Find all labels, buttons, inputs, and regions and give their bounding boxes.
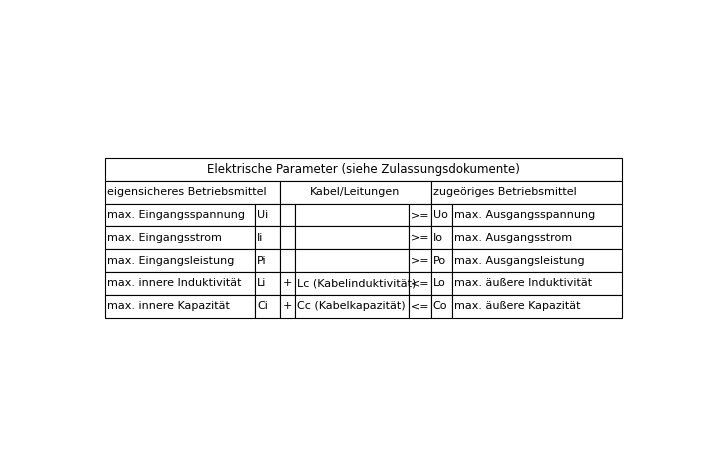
Text: max. Eingangsleistung: max. Eingangsleistung [107, 256, 235, 266]
Text: max. äußere Kapazität: max. äußere Kapazität [454, 301, 581, 311]
Bar [430, 227, 452, 249]
Text: Elektrische Parameter (siehe Zulassungsdokumente): Elektrische Parameter (siehe Zulassungsd… [207, 163, 520, 176]
Bar [452, 295, 622, 317]
Bar [430, 272, 452, 295]
Bar [295, 272, 409, 295]
Bar [255, 295, 279, 317]
Bar [295, 203, 409, 227]
Text: Uo: Uo [432, 210, 447, 220]
Text: >=: >= [411, 256, 430, 266]
Bar [452, 203, 622, 227]
Bar [430, 295, 452, 317]
Text: zugeöriges Betriebsmittel: zugeöriges Betriebsmittel [432, 187, 576, 197]
Text: <=: <= [411, 278, 430, 288]
Bar [295, 295, 409, 317]
Text: max. innere Kapazität: max. innere Kapazität [107, 301, 230, 311]
Text: Ui: Ui [257, 210, 268, 220]
Text: max. Eingangsspannung: max. Eingangsspannung [107, 210, 245, 220]
Text: max. Ausgangsspannung: max. Ausgangsspannung [454, 210, 596, 220]
Text: Io: Io [432, 233, 442, 243]
Bar [255, 272, 279, 295]
Text: max. äußere Induktivität: max. äußere Induktivität [454, 278, 593, 288]
Text: >=: >= [411, 233, 430, 243]
Bar [105, 203, 255, 227]
Text: Pi: Pi [257, 256, 267, 266]
Text: Po: Po [432, 256, 446, 266]
Bar [255, 249, 279, 272]
Bar [279, 249, 295, 272]
Text: max. innere Induktivität: max. innere Induktivität [107, 278, 242, 288]
Text: Lc (Kabelinduktivität): Lc (Kabelinduktivität) [297, 278, 417, 288]
Bar [452, 227, 622, 249]
Bar [105, 272, 255, 295]
Text: max. Eingangsstrom: max. Eingangsstrom [107, 233, 222, 243]
Text: Ci: Ci [257, 301, 268, 311]
Text: Li: Li [257, 278, 267, 288]
Bar [105, 249, 255, 272]
Bar [409, 227, 430, 249]
Bar [105, 227, 255, 249]
Bar [409, 295, 430, 317]
Text: +: + [283, 301, 292, 311]
Bar [255, 203, 279, 227]
Text: max. Ausgangsstrom: max. Ausgangsstrom [454, 233, 573, 243]
Text: Ii: Ii [257, 233, 264, 243]
Bar [279, 295, 295, 317]
Text: Kabel/Leitungen: Kabel/Leitungen [310, 187, 401, 197]
Bar [279, 272, 295, 295]
Bar [430, 249, 452, 272]
Bar [279, 203, 295, 227]
Bar [295, 227, 409, 249]
Text: max. Ausgangsleistung: max. Ausgangsleistung [454, 256, 585, 266]
Bar [409, 249, 430, 272]
Text: Co: Co [432, 301, 447, 311]
Text: eigensicheres Betriebsmittel: eigensicheres Betriebsmittel [107, 187, 267, 197]
Bar [452, 249, 622, 272]
Text: +: + [283, 278, 292, 288]
Bar [105, 158, 622, 181]
Bar [255, 227, 279, 249]
Text: Cc (Kabelkapazität): Cc (Kabelkapazität) [297, 301, 406, 311]
Bar [295, 249, 409, 272]
Bar [409, 272, 430, 295]
Bar [409, 203, 430, 227]
Text: Lo: Lo [432, 278, 445, 288]
Bar [279, 181, 430, 203]
Bar [279, 227, 295, 249]
Bar [105, 295, 255, 317]
Bar [430, 181, 622, 203]
Bar [430, 203, 452, 227]
Text: <=: <= [411, 301, 430, 311]
Bar [105, 181, 279, 203]
Bar [452, 272, 622, 295]
Text: >=: >= [411, 210, 430, 220]
